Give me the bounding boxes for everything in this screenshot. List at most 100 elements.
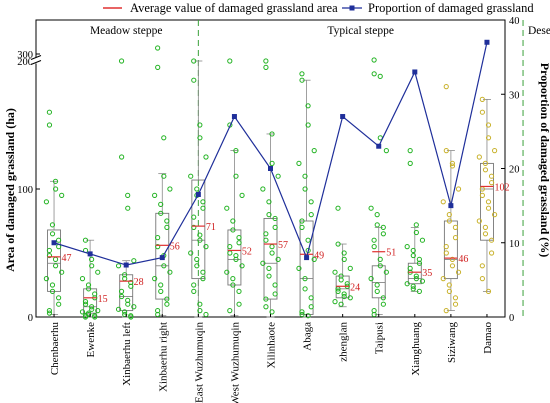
data-point — [82, 299, 89, 305]
data-point — [266, 273, 272, 279]
y-axis-right-label: Proportion of damaged grassland (%) — [538, 63, 550, 257]
data-point — [410, 252, 416, 259]
x-tick-label: Damao — [482, 322, 494, 354]
data-point — [79, 309, 86, 315]
data-point — [118, 288, 125, 294]
box-body — [191, 179, 206, 280]
data-point — [476, 154, 482, 160]
data-point — [230, 276, 236, 282]
data-point — [266, 199, 272, 205]
data-point — [200, 199, 206, 205]
data-point — [43, 276, 50, 282]
data-point — [452, 295, 459, 301]
data-point — [260, 260, 266, 266]
data-point — [194, 186, 200, 192]
data-point — [296, 265, 302, 271]
data-point — [449, 163, 456, 169]
data-point — [95, 269, 101, 275]
data-point — [49, 231, 56, 237]
data-point — [89, 263, 95, 269]
mean-label: 35 — [422, 268, 432, 279]
data-point — [446, 218, 452, 224]
data-point — [347, 295, 353, 301]
data-point — [236, 301, 242, 307]
data-point — [413, 273, 419, 279]
data-point — [89, 306, 95, 312]
data-point — [452, 235, 459, 241]
group-label: Meadow steppe — [90, 25, 163, 37]
data-point — [299, 311, 305, 318]
data-point — [269, 250, 275, 256]
data-point — [305, 103, 311, 109]
data-point — [56, 237, 62, 243]
data-point — [419, 237, 426, 243]
data-point — [155, 45, 161, 51]
data-point — [122, 309, 128, 315]
data-point — [125, 205, 131, 211]
proportion-marker — [304, 255, 310, 261]
data-point — [46, 247, 53, 254]
data-point — [227, 58, 233, 64]
data-point — [311, 148, 317, 154]
data-point — [275, 256, 281, 262]
y-right-tick-label: 10 — [509, 239, 520, 250]
box-body — [227, 229, 242, 286]
x-tick-label: Xianghuang — [410, 322, 422, 376]
y-left-tick-label: 300 — [17, 50, 33, 61]
data-point — [410, 247, 416, 254]
legend-proportion-square — [349, 5, 355, 11]
x-tick-label: Xinbaerhu right — [157, 322, 169, 392]
legend: Average value of damaged grassland area … — [103, 1, 534, 15]
data-point — [164, 218, 170, 224]
data-point — [188, 250, 194, 256]
data-point — [380, 295, 386, 301]
data-point — [49, 282, 56, 288]
data-point — [131, 304, 137, 310]
data-point — [305, 122, 311, 128]
data-point — [82, 301, 89, 307]
data-point — [377, 263, 383, 269]
data-point — [191, 214, 197, 220]
data-point — [203, 311, 209, 318]
data-point — [377, 256, 383, 262]
data-point — [53, 263, 59, 269]
data-point — [419, 278, 426, 284]
data-point — [368, 276, 374, 282]
data-point — [128, 314, 134, 320]
data-point — [479, 192, 485, 198]
data-point — [82, 313, 89, 319]
data-point — [368, 205, 374, 211]
data-point — [227, 250, 233, 256]
data-point — [155, 235, 161, 241]
proportion-marker — [376, 143, 382, 149]
mean-label: 56 — [170, 241, 180, 252]
mean-label: 24 — [350, 282, 360, 293]
data-point — [488, 180, 495, 186]
proportion-marker — [448, 203, 454, 209]
data-point — [332, 299, 338, 305]
data-point — [269, 131, 275, 137]
data-point — [155, 64, 161, 71]
x-tick-label: Ewenke — [85, 322, 97, 358]
data-point — [188, 173, 194, 179]
data-point — [308, 304, 314, 310]
data-point — [59, 192, 65, 198]
data-point — [440, 276, 446, 282]
mean-label: 71 — [206, 222, 216, 233]
data-point — [233, 173, 239, 179]
mean-label: 51 — [386, 248, 396, 259]
proportion-marker — [123, 262, 129, 268]
y-right-tick-label: 20 — [509, 165, 520, 176]
proportion-marker — [51, 240, 57, 246]
data-point — [374, 222, 380, 228]
data-point — [203, 154, 209, 160]
data-point — [296, 160, 302, 166]
data-point — [302, 276, 308, 282]
y-right-tick-label: 0 — [509, 313, 514, 324]
data-point — [46, 122, 53, 128]
data-point — [383, 148, 389, 154]
data-point — [263, 237, 269, 243]
data-point — [446, 288, 452, 294]
data-point — [449, 256, 455, 262]
x-tick-label: Taipusi — [374, 322, 386, 354]
